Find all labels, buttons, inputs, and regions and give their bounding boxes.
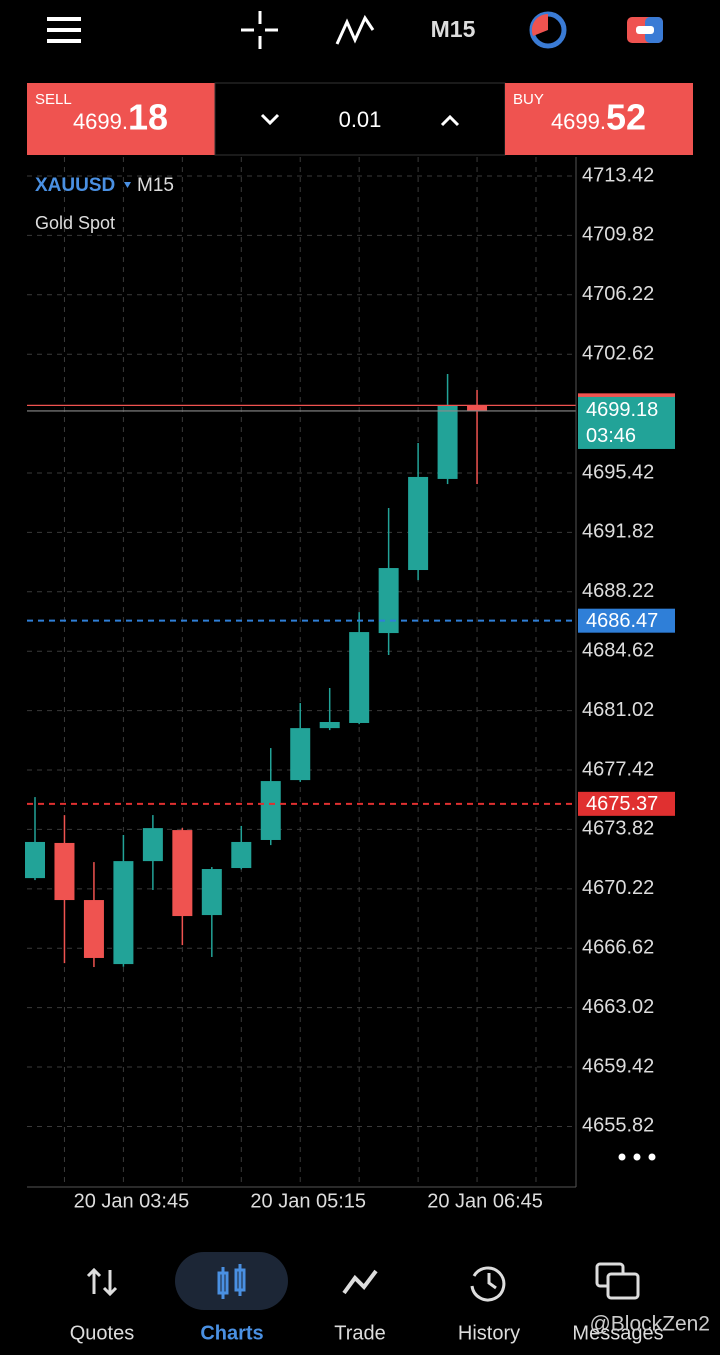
symbol-dropdown[interactable] — [124, 182, 131, 188]
candle-body — [437, 405, 458, 479]
candle-body — [290, 728, 311, 781]
y-tick-label: 4666.62 — [582, 937, 654, 959]
lot-size[interactable]: 0.01 — [339, 107, 382, 132]
bid-label-bg — [578, 396, 675, 449]
history-icon[interactable] — [470, 1266, 506, 1302]
candle-body — [231, 841, 252, 869]
nav-label[interactable]: Charts — [200, 1322, 263, 1344]
buy-price: 4699. — [551, 109, 606, 134]
nav-bar: Quotes Charts Trade History Messages — [70, 1322, 664, 1344]
trade-tab-icon[interactable] — [342, 1269, 378, 1295]
bid-label: 4699.18 — [586, 399, 658, 421]
watermark: @BlockZen2 — [589, 1313, 710, 1336]
sell-price-big: 18 — [128, 97, 168, 138]
price-label: 4675.37 — [586, 793, 658, 815]
buy-label: BUY — [513, 91, 544, 108]
active-tab-highlight — [175, 1252, 288, 1310]
y-tick-label: 4691.82 — [582, 521, 654, 543]
crosshair-icon[interactable] — [241, 11, 278, 49]
legend-timeframe: M15 — [137, 175, 174, 196]
clock-icon[interactable] — [529, 11, 567, 49]
nav-label[interactable]: History — [458, 1322, 520, 1344]
y-tick-label: 4695.42 — [582, 461, 654, 483]
countdown: 03:46 — [586, 425, 636, 447]
candle-body — [54, 842, 75, 901]
candle-body — [319, 721, 340, 729]
x-tick-label: 20 Jan 05:15 — [250, 1190, 366, 1212]
candle-body — [378, 568, 399, 634]
nav-label[interactable]: Trade — [334, 1322, 386, 1344]
sell-label: SELL — [35, 91, 72, 108]
buy-price-big: 52 — [606, 97, 646, 138]
y-tick-label: 4673.82 — [582, 818, 654, 840]
lot-panel — [214, 82, 506, 156]
candle-body — [349, 632, 370, 723]
candle-body — [201, 869, 222, 916]
charts-icon[interactable] — [217, 1264, 246, 1299]
sell-button[interactable] — [27, 83, 215, 155]
symbol[interactable]: XAUUSD — [35, 175, 115, 196]
x-tick-label: 20 Jan 06:45 — [427, 1190, 543, 1212]
messages-icon[interactable] — [595, 1262, 640, 1300]
price-label-bg — [578, 608, 675, 633]
candle-body — [260, 781, 281, 840]
candle-body — [172, 830, 193, 917]
nav-label[interactable]: Messages — [572, 1322, 663, 1344]
candle-body — [467, 405, 488, 411]
menu-icon[interactable] — [47, 17, 81, 43]
trade-icon[interactable] — [627, 17, 663, 43]
symbol-description: Gold Spot — [35, 213, 115, 233]
candle-body — [113, 861, 134, 965]
lot-increase[interactable] — [440, 114, 460, 127]
y-tick-label: 4659.42 — [582, 1055, 654, 1077]
y-tick-label: 4655.82 — [582, 1115, 654, 1137]
y-tick-label: 4677.42 — [582, 758, 654, 780]
indicator-icon[interactable] — [335, 14, 375, 45]
more-icon[interactable] — [618, 1153, 656, 1161]
buy-button[interactable] — [505, 83, 693, 155]
quotes-icon[interactable] — [86, 1267, 118, 1297]
candle-body — [83, 900, 104, 958]
y-tick-label: 4713.42 — [582, 164, 654, 186]
y-tick-label: 4684.62 — [582, 639, 654, 661]
y-tick-label: 4681.02 — [582, 699, 654, 721]
x-tick-label: 20 Jan 03:45 — [74, 1190, 190, 1212]
y-tick-label: 4702.62 — [582, 342, 654, 364]
y-tick-label: 4706.22 — [582, 283, 654, 305]
candle-body — [25, 841, 45, 879]
nav-label[interactable]: Quotes — [70, 1322, 134, 1344]
lot-decrease[interactable] — [260, 113, 280, 126]
price-label: 4686.47 — [586, 610, 658, 632]
timeframe-button[interactable]: M15 — [431, 16, 476, 42]
sell-price: 4699. — [73, 109, 128, 134]
chart: 4713.42 4709.82 4706.22 4702.62 4695.42 4691.… — [25, 157, 675, 1212]
y-tick-label: 4709.82 — [582, 224, 654, 246]
y-tick-label: 4663.02 — [582, 996, 654, 1018]
y-tick-label: 4670.22 — [582, 877, 654, 899]
price-label-bg — [578, 791, 675, 816]
candle-body — [142, 828, 163, 862]
candle-body — [408, 476, 429, 571]
y-tick-label: 4688.22 — [582, 580, 654, 602]
